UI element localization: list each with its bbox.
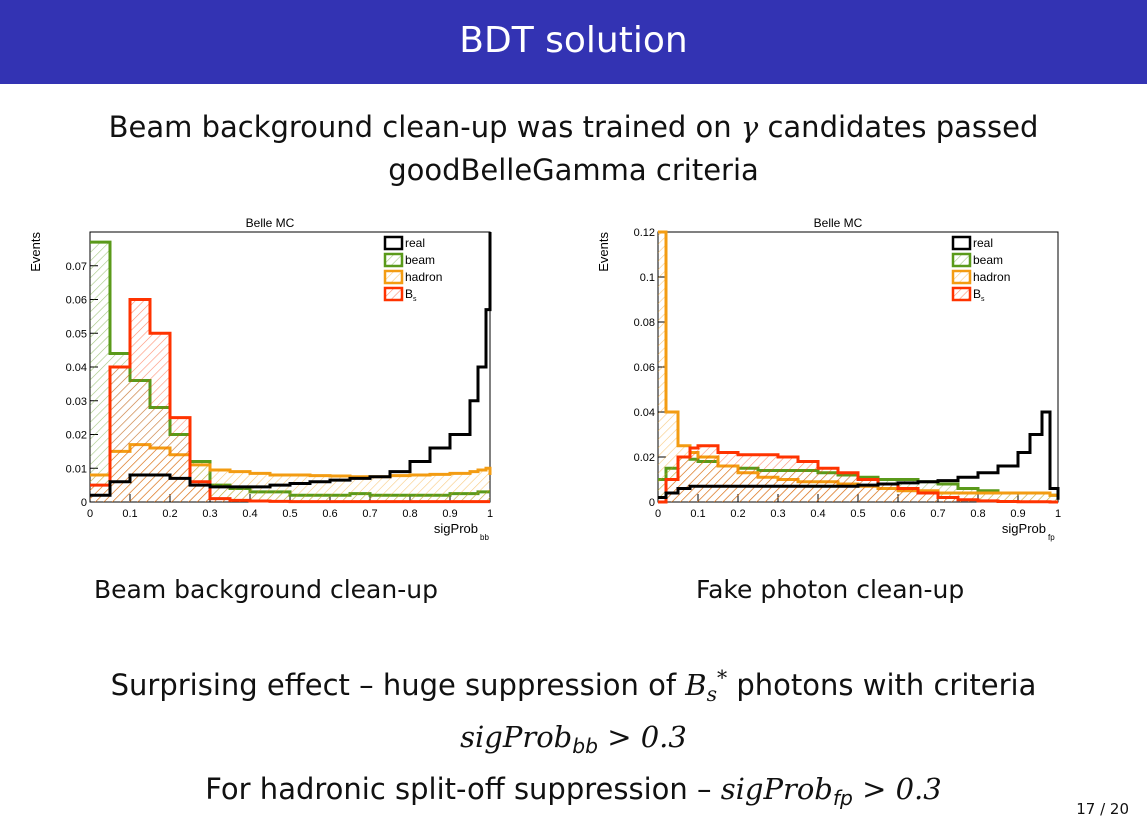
y-axis-label: Events bbox=[596, 232, 611, 272]
x-tick-label: 0.6 bbox=[890, 508, 905, 520]
x-axis-label: sigProb bbox=[434, 521, 478, 536]
intro-text: Beam background clean-up was trained on … bbox=[0, 106, 1147, 192]
y-tick-label: 0.02 bbox=[634, 452, 655, 464]
y-tick-label: 0.01 bbox=[66, 463, 87, 475]
chart-title: Belle MC bbox=[814, 216, 863, 230]
caption-right: Fake photon clean-up bbox=[696, 575, 965, 604]
x-tick-label: 0.9 bbox=[442, 508, 457, 520]
sigprob-bb-sub: bb bbox=[572, 734, 598, 759]
intro-line-2: goodBelleGamma criteria bbox=[388, 153, 759, 187]
legend-label-Bs: Bs bbox=[405, 287, 417, 303]
legend-label-real: real bbox=[973, 236, 993, 250]
y-tick-label: 0.02 bbox=[66, 430, 87, 442]
x-tick-label: 0.9 bbox=[1010, 508, 1025, 520]
chart-beam-background: Belle MC 0 0.01 0.02 0.03 0.04 0.05 0.06 0.07 0 0.… bbox=[28, 216, 493, 542]
x-axis-label-sub: fp bbox=[1048, 533, 1055, 542]
x-tick-label: 0.7 bbox=[362, 508, 377, 520]
x-axis-label-sub: bb bbox=[480, 533, 489, 542]
x-tick-label: 1 bbox=[487, 508, 493, 520]
y-tick-label: 0 bbox=[81, 497, 87, 509]
legend-swatch-real bbox=[951, 235, 972, 251]
x-tick-label: 0.5 bbox=[282, 508, 297, 520]
y-tick-label: 0.08 bbox=[634, 317, 655, 329]
legend-swatch-real bbox=[383, 235, 404, 251]
legend-label-hadron: hadron bbox=[973, 270, 1010, 284]
x-tick-label: 0.4 bbox=[810, 508, 825, 520]
x-tick-label: 0 bbox=[655, 508, 661, 520]
sigprob-fp-base: sigProb bbox=[720, 772, 833, 807]
x-tick-label: 0.2 bbox=[162, 508, 177, 520]
bs-star-symbol: Bs* bbox=[685, 666, 728, 706]
y-tick-label: 0.03 bbox=[66, 396, 87, 408]
x-tick-label: 0.2 bbox=[730, 508, 745, 520]
x-axis-label: sigProb bbox=[1002, 521, 1046, 536]
y-tick-label: 0.06 bbox=[634, 362, 655, 374]
intro-line-1-a: Beam background clean-up was trained on bbox=[108, 110, 741, 144]
bs-sub: s bbox=[706, 682, 718, 707]
conclusion-line-3-a: For hadronic split-off suppression – bbox=[205, 772, 721, 807]
x-tick-label: 0.6 bbox=[322, 508, 337, 520]
series-line-real bbox=[90, 232, 492, 497]
y-tick-label: 0 bbox=[649, 497, 655, 509]
x-tick-label: 0 bbox=[87, 508, 93, 520]
x-tick-label: 0.7 bbox=[930, 508, 945, 520]
series-line-real bbox=[658, 410, 1060, 500]
page-number: 17 / 20 bbox=[1076, 800, 1129, 818]
x-tick-label: 1 bbox=[1055, 508, 1061, 520]
conclusion-line-1-b: photons with criteria bbox=[727, 668, 1037, 703]
x-tick-label: 0.8 bbox=[970, 508, 985, 520]
legend-label-sub: s bbox=[413, 296, 417, 303]
series-line-Bs bbox=[90, 298, 490, 504]
caption-left: Beam background clean-up bbox=[94, 575, 438, 604]
legend-label-sub: s bbox=[981, 296, 985, 303]
legend-swatch-hadron bbox=[383, 269, 404, 285]
y-tick-label: 0.05 bbox=[66, 328, 87, 340]
conclusion-line-2: sigProbbb > 0.3 bbox=[0, 716, 1147, 768]
conclusion-line-1: Surprising effect – huge suppression of … bbox=[0, 657, 1147, 716]
intro-line-1: Beam background clean-up was trained on … bbox=[0, 106, 1147, 149]
chart-title: Belle MC bbox=[246, 216, 295, 230]
chart-fake-photon: Belle MC 0 0.02 0.04 0.06 0.08 0.1 0.12 0 0.1 0.2 0… bbox=[596, 216, 1061, 542]
intro-line-1-b: candidates passed bbox=[758, 110, 1039, 144]
legend-label-hadron: hadron bbox=[405, 270, 442, 284]
legend-label-beam: beam bbox=[405, 253, 435, 267]
x-tick-label: 0.8 bbox=[402, 508, 417, 520]
conclusion-line-1-a: Surprising effect – huge suppression of bbox=[110, 668, 686, 703]
legend-label-beam: beam bbox=[973, 253, 1003, 267]
conclusion-line-3: For hadronic split-off suppression – sig… bbox=[0, 768, 1147, 820]
x-tick-label: 0.1 bbox=[690, 508, 705, 520]
slide-title: BDT solution bbox=[459, 20, 688, 61]
title-bar: BDT solution bbox=[0, 0, 1147, 84]
y-tick-label: 0.04 bbox=[634, 407, 655, 419]
bs-sup: * bbox=[717, 666, 728, 690]
sigprob-fp-sub: fp bbox=[832, 786, 853, 811]
y-tick-label: 0.04 bbox=[66, 362, 87, 374]
x-tick-label: 0.4 bbox=[242, 508, 257, 520]
x-tick-label: 0.3 bbox=[770, 508, 785, 520]
legend-label-real: real bbox=[405, 236, 425, 250]
legend-swatch-beam bbox=[383, 252, 404, 268]
y-tick-label: 0.06 bbox=[66, 295, 87, 307]
series-line-Bs bbox=[658, 444, 1058, 504]
sigprob-fp-cut: > 0.3 bbox=[852, 772, 942, 807]
sigprob-bb-base: sigProb bbox=[460, 720, 573, 755]
legend-swatch-beam bbox=[951, 252, 972, 268]
x-tick-label: 0.1 bbox=[122, 508, 137, 520]
bs-base: B bbox=[685, 668, 707, 703]
gamma-symbol: γ bbox=[740, 110, 759, 144]
x-tick-label: 0.3 bbox=[202, 508, 217, 520]
legend-swatch-Bs bbox=[951, 286, 972, 302]
y-tick-label: 0.12 bbox=[634, 227, 655, 239]
legend-label-Bs: Bs bbox=[973, 287, 985, 303]
sigprob-bb-cut: > 0.3 bbox=[598, 720, 687, 755]
legend-swatch-hadron bbox=[951, 269, 972, 285]
conclusion-text: Surprising effect – huge suppression of … bbox=[0, 657, 1147, 820]
y-tick-label: 0.1 bbox=[640, 272, 655, 284]
y-tick-label: 0.07 bbox=[66, 261, 87, 273]
y-axis-label: Events bbox=[28, 232, 43, 272]
legend-swatch-Bs bbox=[383, 286, 404, 302]
x-tick-label: 0.5 bbox=[850, 508, 865, 520]
